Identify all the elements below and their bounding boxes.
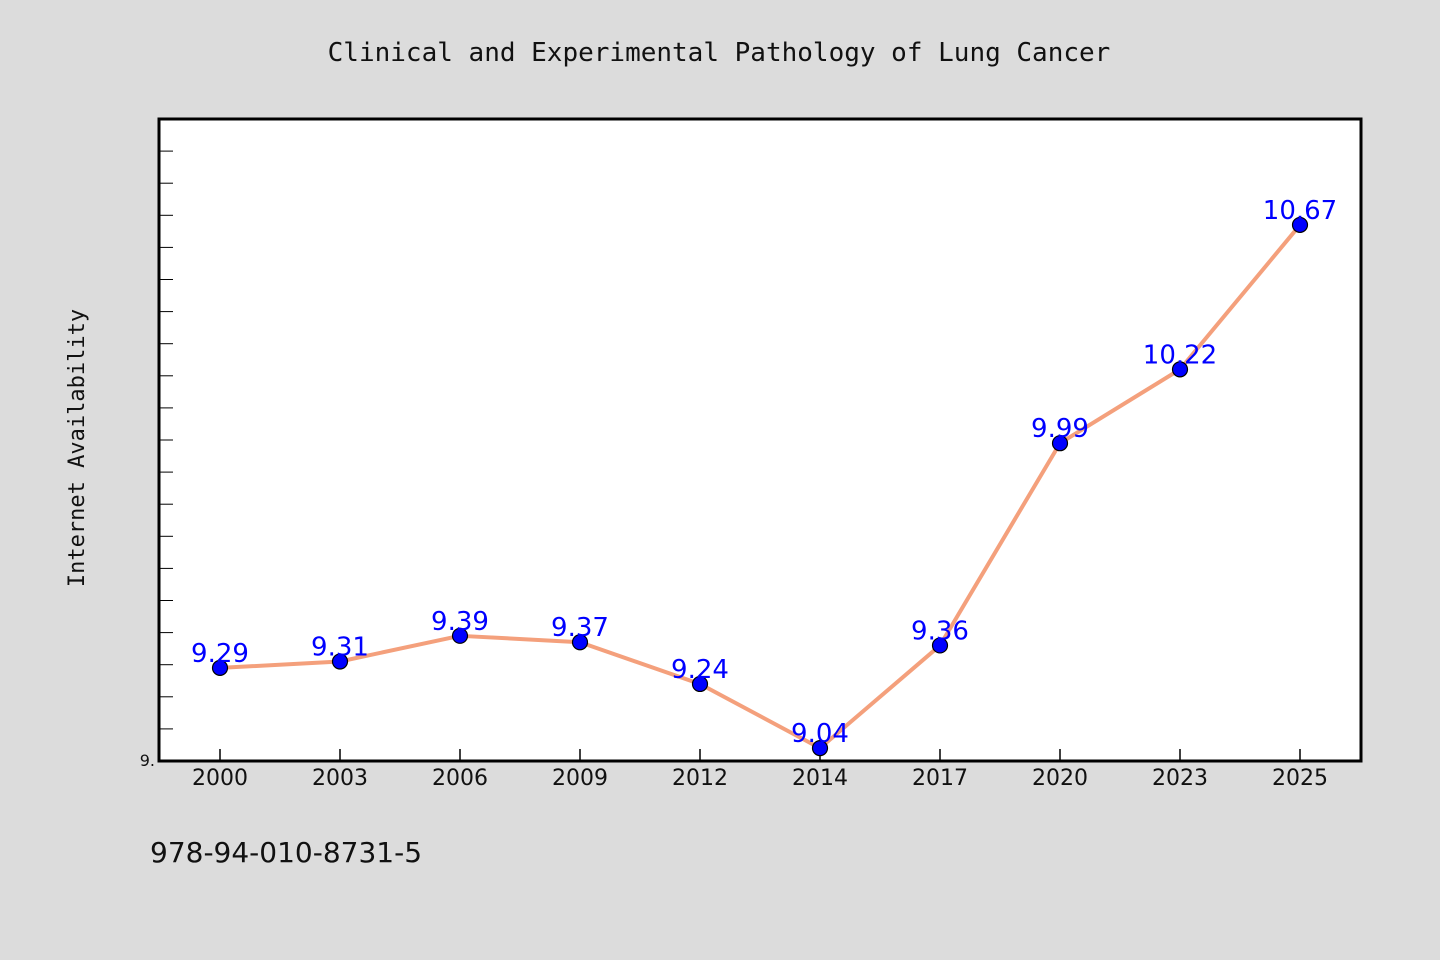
x-tick-label: 2003 bbox=[312, 766, 368, 791]
data-label: 9.24 bbox=[671, 655, 729, 685]
chart-title: Clinical and Experimental Pathology of L… bbox=[328, 38, 1111, 68]
data-point bbox=[1291, 216, 1309, 234]
data-point bbox=[451, 627, 469, 644]
isbn-footer-text: 978-94-010-8731-5 bbox=[150, 836, 422, 869]
data-label: 9.04 bbox=[791, 719, 849, 749]
data-label: 9.99 bbox=[1031, 414, 1089, 444]
data-label: 10.67 bbox=[1263, 196, 1337, 226]
x-tick-label: 2012 bbox=[672, 766, 728, 791]
series-line bbox=[219, 223, 1302, 751]
data-labels: 9.29 9.31 9.39 9.37 9.24 9.04 9.36 9.99 10.22 10.… bbox=[191, 196, 1337, 749]
y-axis-ticks: 9. bbox=[140, 150, 173, 770]
x-tick-label: 2014 bbox=[792, 766, 848, 791]
x-axis-ticks: 2000 2003 2006 2009 2012 2014 2017 2020 2023 2025 bbox=[192, 749, 1328, 791]
data-label: 9.39 bbox=[431, 607, 489, 637]
data-point bbox=[571, 634, 589, 651]
data-point bbox=[1171, 361, 1189, 378]
data-label: 9.36 bbox=[911, 616, 969, 646]
data-point bbox=[931, 637, 949, 654]
data-point bbox=[1051, 435, 1069, 452]
x-tick-label: 2000 bbox=[192, 766, 248, 791]
y-axis-label: Internet Availability bbox=[65, 309, 90, 587]
plot-area bbox=[157, 117, 1363, 763]
data-point bbox=[811, 740, 829, 757]
data-point bbox=[331, 653, 349, 670]
data-point bbox=[211, 659, 229, 677]
data-label: 10.22 bbox=[1143, 340, 1217, 370]
x-tick-label: 2006 bbox=[432, 766, 488, 791]
series-markers bbox=[211, 216, 1309, 757]
data-label: 9.29 bbox=[191, 639, 249, 669]
y-tick-label: 9. bbox=[140, 751, 155, 770]
data-point bbox=[691, 675, 709, 693]
series-line-group bbox=[219, 223, 1302, 751]
data-label: 9.31 bbox=[311, 632, 369, 662]
x-tick-label: 2017 bbox=[912, 766, 968, 791]
x-tick-label: 2009 bbox=[552, 766, 608, 791]
x-tick-label: 2025 bbox=[1272, 766, 1328, 791]
x-tick-label: 2020 bbox=[1032, 766, 1088, 791]
x-tick-label: 2023 bbox=[1152, 766, 1208, 791]
data-label: 9.37 bbox=[551, 613, 609, 643]
